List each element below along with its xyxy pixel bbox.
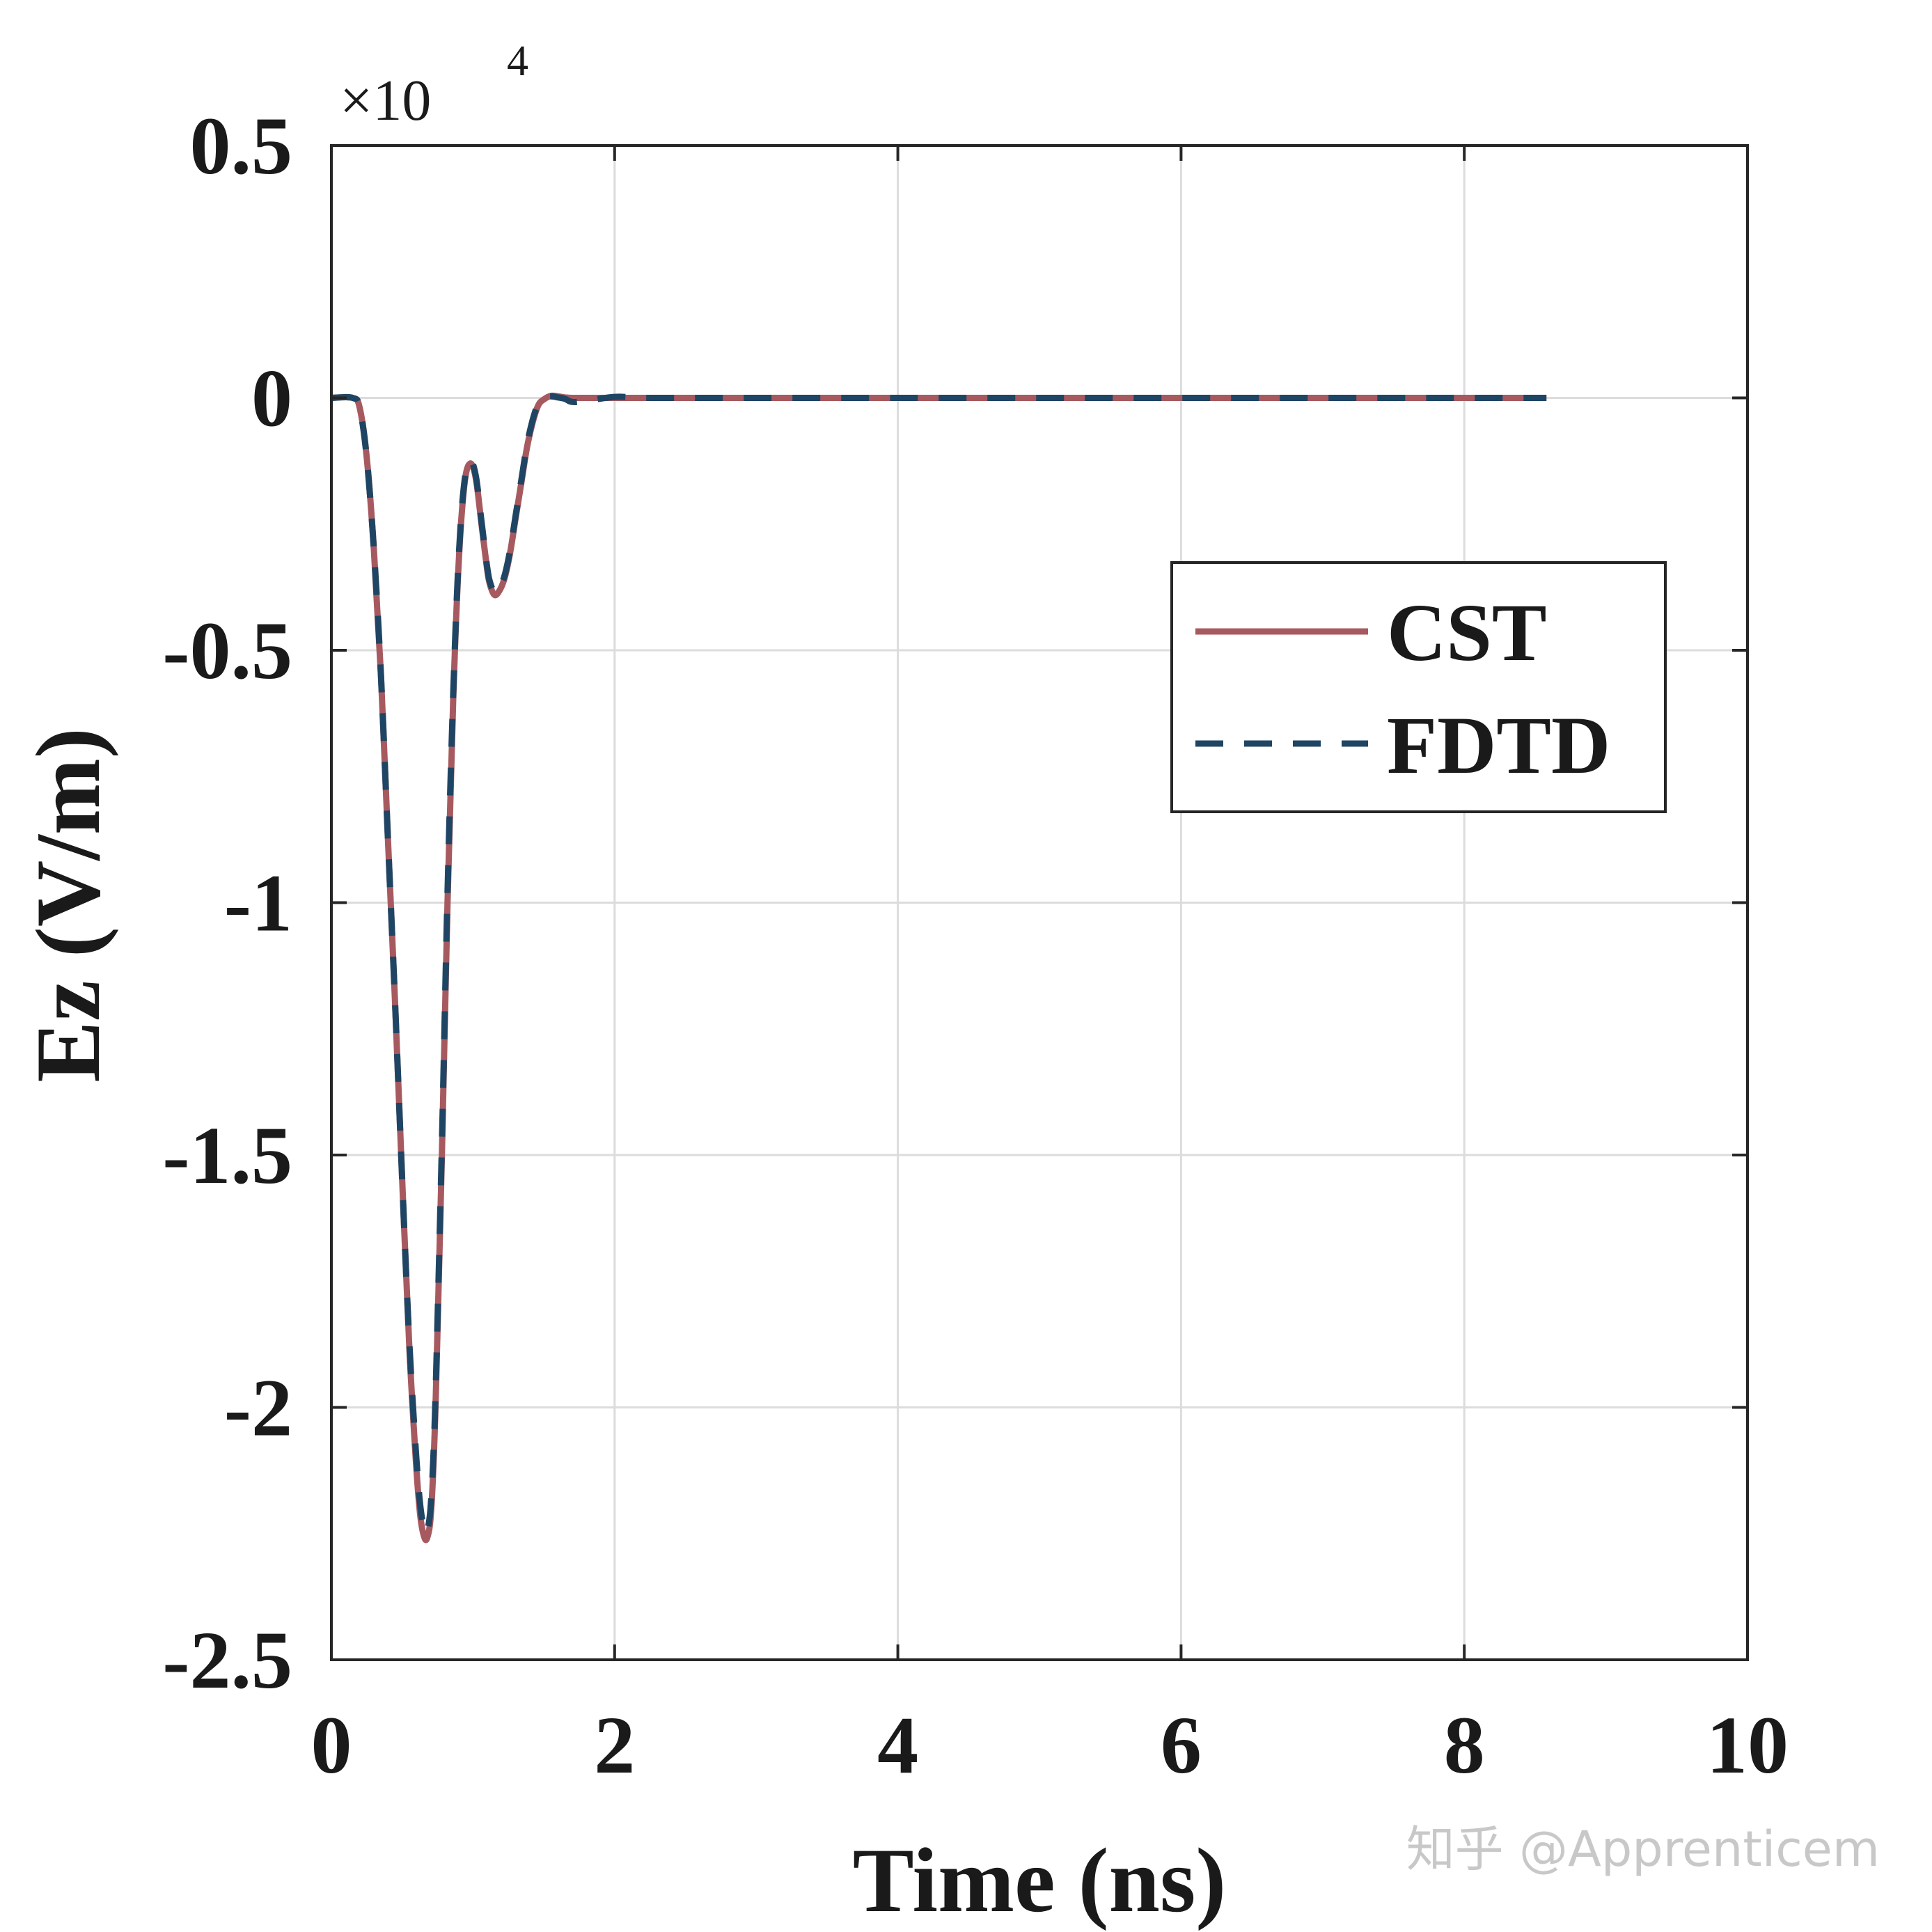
x-tick-label: 0 — [311, 1699, 352, 1791]
y-tick-label: -0.5 — [162, 605, 292, 696]
y-exponent-base: ×10 — [340, 68, 431, 133]
plot-lines — [331, 392, 1547, 1544]
x-tick-label: 2 — [594, 1699, 635, 1791]
x-tick-label: 10 — [1706, 1699, 1789, 1791]
x-tick-label: 8 — [1444, 1699, 1485, 1791]
y-axis-label: Ez (V/m) — [17, 728, 119, 1083]
x-tick-label: 4 — [877, 1699, 918, 1791]
tick-labels: 0 2 4 6 8 10 0.5 0 -0.5 -1 -1.5 -2 -2.5 — [162, 100, 1789, 1791]
y-tick-label: -1.5 — [162, 1110, 292, 1201]
y-tick-label: -1 — [224, 858, 292, 949]
x-tick-label: 6 — [1161, 1699, 1202, 1791]
ticks — [330, 144, 1749, 1661]
watermark: 知乎 @Apprenticem — [1406, 1821, 1880, 1878]
y-tick-label: 0.5 — [190, 100, 293, 191]
legend-label-cst: CST — [1387, 587, 1547, 678]
x-axis-label: Time (ns) — [853, 1829, 1227, 1931]
legend: CST FDTD — [1170, 561, 1667, 813]
legend-box — [1170, 561, 1667, 813]
y-exponent-label: ×10 4 — [340, 38, 528, 133]
series-line-fdtd — [331, 393, 1547, 1537]
y-tick-label: -2.5 — [162, 1615, 292, 1706]
y-tick-label: 0 — [251, 353, 292, 444]
y-tick-label: -2 — [224, 1362, 292, 1454]
legend-label-fdtd: FDTD — [1387, 700, 1610, 791]
y-exponent-power: 4 — [507, 38, 528, 85]
